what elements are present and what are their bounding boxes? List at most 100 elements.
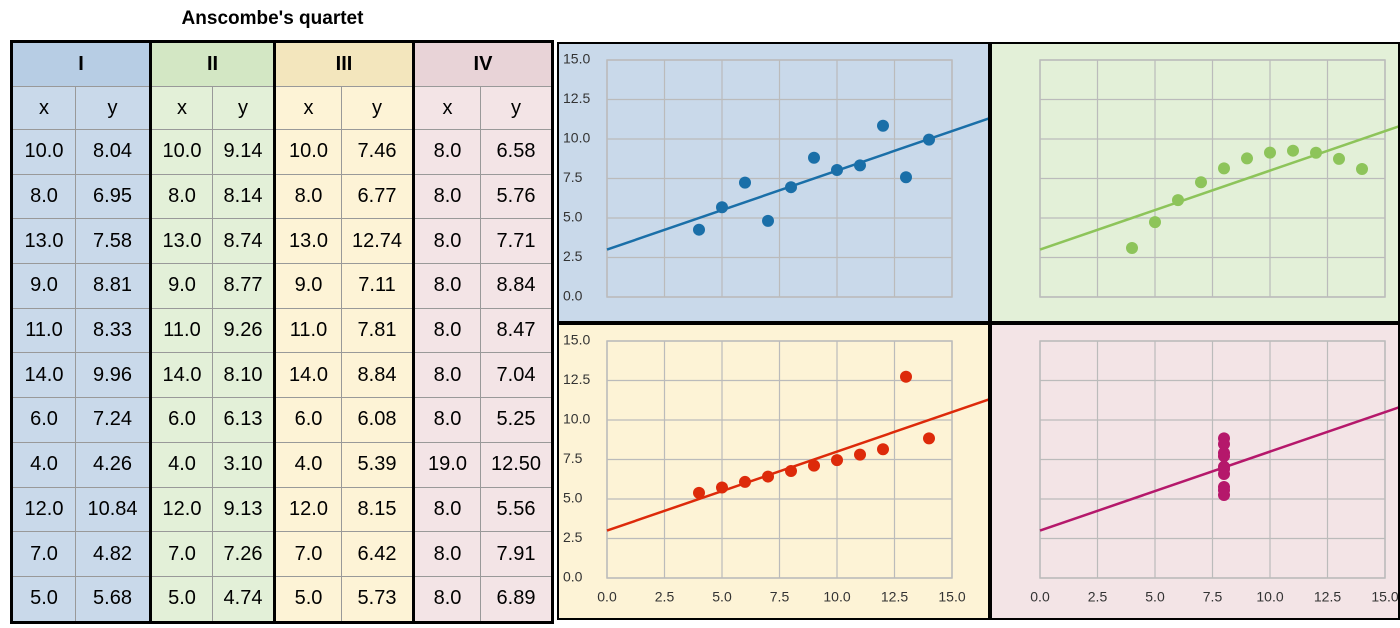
- panel-border: [990, 323, 1400, 620]
- y-tick-label: 2.5: [563, 248, 583, 264]
- table-row: 5.0 5.68 5.0 4.74 5.0 5.73 8.0 6.89: [10, 575, 554, 624]
- panel-border: [557, 42, 990, 323]
- table-cell: 10.0: [149, 129, 213, 175]
- x-tick-label: 10.0: [1256, 589, 1283, 605]
- y-tick-label: 10.0: [563, 411, 590, 427]
- table-cell: 10.0: [273, 129, 342, 175]
- table-cell: 11.0: [273, 307, 342, 354]
- point: [1172, 194, 1184, 207]
- panel-background: [990, 323, 1400, 620]
- table-cell: 14.0: [149, 352, 213, 399]
- point: [1241, 152, 1253, 165]
- x-tick-label: 7.5: [1203, 589, 1223, 605]
- point: [1195, 176, 1207, 189]
- column-header: x: [149, 86, 213, 130]
- table-cell: 9.0: [149, 263, 213, 309]
- table-row: 12.0 10.84 12.0 9.13 12.0 8.15 8.0 5.56: [10, 486, 554, 533]
- table-cell: 7.0: [10, 531, 76, 577]
- x-tick-label: 15.0: [938, 589, 965, 605]
- column-header: y: [75, 86, 152, 130]
- trend-line: [1039, 124, 1400, 251]
- point: [739, 176, 751, 189]
- table-cell: 5.0: [10, 575, 76, 624]
- plot-content: [606, 370, 990, 532]
- y-tick-label: 15.0: [563, 51, 590, 67]
- table-row: 11.0 8.33 11.0 9.26 11.0 7.81 8.0 8.47: [10, 307, 554, 354]
- point: [1218, 447, 1230, 460]
- column-header: y: [212, 86, 276, 130]
- point: [831, 454, 843, 467]
- point: [762, 470, 774, 483]
- table-cell: 8.0: [412, 173, 481, 220]
- table-cell: 5.73: [341, 575, 415, 624]
- table-cell: 6.58: [480, 129, 554, 175]
- table-cell: 6.77: [341, 173, 415, 220]
- panel-background: [557, 323, 990, 620]
- point: [854, 448, 866, 461]
- table-cell: 5.0: [273, 575, 342, 624]
- table-cell: 5.25: [480, 397, 554, 443]
- table-cell: 3.10: [212, 441, 276, 488]
- table-cell: 6.13: [212, 397, 276, 443]
- table-row: 10.0 8.04 10.0 9.14 10.0 7.46 8.0 6.58: [10, 129, 554, 175]
- table-cell: 8.0: [412, 263, 481, 309]
- point: [923, 133, 935, 146]
- table-cell: 8.47: [480, 307, 554, 354]
- table-cell: 8.0: [412, 575, 481, 624]
- table-cell: 6.08: [341, 397, 415, 443]
- table-cell: 19.0: [412, 441, 481, 488]
- group-header: III: [273, 40, 415, 87]
- scatter-chart: 0.0 2.5 5.0 7.5 10.0 12.5 15.0: [557, 42, 990, 323]
- x-tick-label: 12.5: [881, 589, 908, 605]
- column-header: x: [273, 86, 342, 130]
- point: [1356, 163, 1368, 176]
- table-cell: 12.50: [480, 441, 554, 488]
- table-cell: 13.0: [149, 218, 213, 265]
- table-cell: 6.0: [149, 397, 213, 443]
- x-tick-label: 5.0: [1145, 589, 1165, 605]
- table-cell: 8.0: [10, 173, 76, 220]
- table-cell: 9.96: [75, 352, 152, 399]
- point: [900, 370, 912, 383]
- point: [716, 481, 728, 494]
- point: [1218, 438, 1230, 451]
- table-cell: 6.0: [10, 397, 76, 443]
- table-cell: 10.0: [10, 129, 76, 175]
- table-cell: 4.0: [149, 441, 213, 488]
- point: [854, 159, 866, 172]
- x-tick-label: 12.5: [1314, 589, 1341, 605]
- y-tick-label: 7.5: [563, 450, 583, 466]
- table-cell: 7.26: [212, 531, 276, 577]
- table-cell: 12.0: [273, 486, 342, 533]
- table-cell: 8.0: [412, 531, 481, 577]
- table-cell: 5.39: [341, 441, 415, 488]
- table-cell: 4.0: [10, 441, 76, 488]
- table-cell: 5.56: [480, 486, 554, 533]
- column-header: x: [412, 86, 481, 130]
- point: [1126, 242, 1138, 255]
- point: [1264, 146, 1276, 159]
- table-cell: 11.0: [10, 307, 76, 354]
- x-tick-label: 10.0: [823, 589, 850, 605]
- table-cell: 8.10: [212, 352, 276, 399]
- table-cell: 5.76: [480, 173, 554, 220]
- table-cell: 14.0: [10, 352, 76, 399]
- table-row: 7.0 4.82 7.0 7.26 7.0 6.42 8.0 7.91: [10, 531, 554, 577]
- y-tick-label: 5.0: [563, 209, 583, 225]
- point: [1333, 152, 1345, 165]
- table-cell: 8.15: [341, 486, 415, 533]
- y-tick-label: 2.5: [563, 529, 583, 545]
- table-cell: 9.26: [212, 307, 276, 354]
- table-cell: 8.77: [212, 263, 276, 309]
- table-cell: 7.46: [341, 129, 415, 175]
- table-row: 8.0 6.95 8.0 8.14 8.0 6.77 8.0 5.76: [10, 173, 554, 220]
- y-tick-label: 10.0: [563, 130, 590, 146]
- table-cell: 8.0: [412, 218, 481, 265]
- table-row: 9.0 8.81 9.0 8.77 9.0 7.11 8.0 8.84: [10, 263, 554, 309]
- point: [1149, 216, 1161, 229]
- point: [1218, 463, 1230, 476]
- x-tick-label: 7.5: [770, 589, 790, 605]
- table-row: 14.0 9.96 14.0 8.10 14.0 8.84 8.0 7.04: [10, 352, 554, 399]
- trend-line: [606, 397, 990, 532]
